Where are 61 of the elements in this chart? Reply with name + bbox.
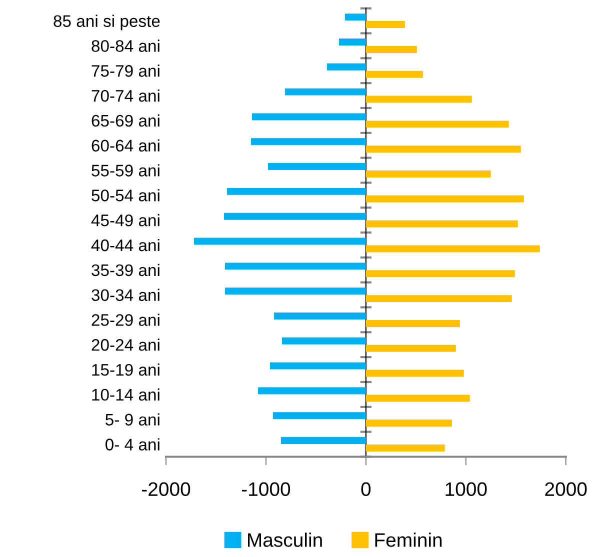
x-tick-label: -1000 — [242, 482, 290, 496]
bar — [366, 394, 470, 402]
legend-label: Feminin — [375, 532, 442, 547]
y-tick-label: 20-24 ani — [92, 338, 160, 351]
x-tick-label: -2000 — [142, 482, 190, 496]
bar — [250, 138, 366, 146]
bar — [274, 312, 366, 320]
y-tick-label: 25-29 ani — [92, 314, 160, 326]
bar — [366, 220, 518, 228]
y-tick-label: 80-84 ani — [92, 40, 160, 52]
bar — [366, 120, 509, 128]
x-tick-label: 0 — [361, 482, 371, 496]
bar — [366, 270, 515, 278]
bar — [282, 337, 366, 344]
bar — [338, 38, 366, 46]
bar — [366, 195, 524, 202]
bar — [366, 170, 491, 178]
bar — [194, 238, 366, 245]
bar — [366, 420, 452, 427]
bar — [226, 188, 366, 195]
y-tick-label: 30-34 ani — [92, 288, 160, 302]
y-tick-label: 0- 4 ani — [106, 438, 160, 450]
bar — [280, 437, 366, 444]
y-tick-label: 65-69 ani — [92, 114, 160, 127]
bar — [258, 387, 366, 394]
legend-label: Masculin — [248, 532, 322, 547]
y-tick-label: 85 ani si peste — [54, 14, 160, 30]
bar — [272, 412, 366, 420]
bar — [326, 63, 366, 70]
y-tick-label: 45-49 ani — [91, 214, 160, 226]
bar — [366, 21, 405, 28]
y-tick-label: 40-44 ani — [91, 238, 160, 252]
bar — [366, 320, 460, 327]
y-tick-label: 5- 9 ani — [106, 413, 160, 426]
y-tick-label: 55-59 ani — [92, 164, 160, 176]
bar — [224, 262, 366, 270]
bar — [366, 46, 417, 53]
bar — [366, 295, 512, 302]
x-tick-label: 2000 — [545, 482, 587, 496]
bar — [366, 96, 472, 103]
bar — [252, 113, 366, 120]
y-tick-label: 75-79 ani — [92, 64, 160, 77]
bar — [284, 88, 366, 96]
y-tick-label: 15-19 ani — [92, 364, 160, 376]
x-tick-label: 1000 — [446, 482, 487, 496]
bar — [366, 70, 423, 78]
bar — [366, 344, 456, 352]
y-tick-label: 10-14 ani — [92, 388, 160, 401]
y-tick-label: 60-64 ani — [92, 139, 160, 152]
bar — [344, 14, 366, 21]
bar — [366, 444, 445, 452]
bar — [270, 362, 366, 370]
bar — [366, 370, 464, 377]
y-tick-label: 50-54 ani — [92, 189, 160, 202]
y-tick-label: 35-39 ani — [92, 264, 160, 276]
y-tick-label: 70-74 ani — [92, 90, 160, 102]
bar — [366, 245, 540, 252]
bar — [268, 163, 366, 170]
bar — [224, 288, 366, 295]
bar — [224, 212, 366, 220]
bar — [366, 146, 521, 153]
